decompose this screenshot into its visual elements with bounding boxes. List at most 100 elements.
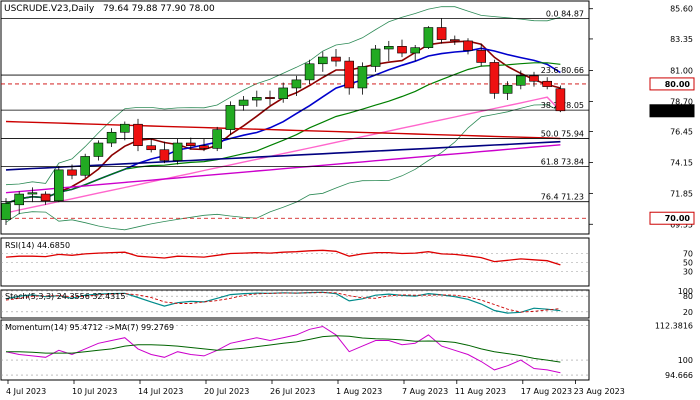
fib-level-label: 23.6 80.66 [541,66,584,75]
price-panel-frame [0,0,590,235]
candle-body [172,142,183,161]
ma-10-line [5,47,561,205]
candle-body [53,169,64,202]
momentum-line [5,325,561,374]
momentum-tick-label: 112.3816 [655,321,693,330]
candle-body [146,145,156,151]
fib-level-label: 0.0 84.87 [546,10,584,19]
rsi-line [5,249,561,266]
price-tick-label: 81.00 [670,66,693,75]
price-tick-label: 78.70 [670,97,693,106]
candle-body [199,145,209,149]
time-tick-label: 11 Aug 2023 [455,387,506,396]
price-tick-label: 85.60 [670,5,693,14]
candle-body [502,84,513,94]
time-tick-label: 14 Jul 2023 [138,387,183,396]
time-tick-label: 26 Jul 2023 [270,387,315,396]
price-axis: 85.60 83.35 81.00 78.70 76.45 74.15 71.85 69.55… [589,5,695,229]
candle-body [357,66,368,89]
stoch-tick-label: 100 [678,287,693,296]
rsi-tick-label: 50 [683,259,693,268]
candle-body [106,131,117,144]
candle-body [436,27,447,40]
stoch-title: Stoch(5,3,3) 24.3556 32.4315 [5,292,125,301]
momentum-tick-label: 100 [678,356,693,365]
price-tick-label: 74.15 [670,158,693,167]
candle-body [278,87,289,99]
candle-body [410,47,421,54]
candle-body [317,56,328,65]
rsi-tick-label: 70 [683,250,693,259]
time-tick-label: 4 Jul 2023 [6,387,46,396]
candle-body [397,46,407,54]
stoch-panel-frame [0,289,590,319]
ma-200-line [5,140,561,171]
candle-body [344,60,355,89]
candle-body [542,80,553,87]
momentum-ma-line [6,335,561,363]
rsi-title: RSI(14) 44.6850 [5,241,70,250]
ma-100-line [5,120,561,140]
stoch-tick-label: 80 [683,292,693,301]
candle-body [489,62,500,94]
fib-level-label: 76.4 71.23 [541,193,584,202]
candle-body [67,169,77,176]
bollinger-upper-line [5,6,561,186]
candle-body [40,193,51,202]
candle-body [383,46,394,50]
candle-body [27,192,38,195]
time-tick-label: 10 Jul 2023 [72,387,117,396]
candle-body [423,27,434,48]
time-tick-label: 1 Aug 2023 [336,387,382,396]
candle-body [331,56,341,62]
candle-body [80,156,90,176]
candle-body [1,203,11,220]
candle-body [159,149,170,161]
momentum-tick-label: 94.666 [665,371,693,380]
price-highlight-label: 70.00 [665,214,691,223]
time-tick-label: 23 Aug 2023 [574,387,625,396]
time-tick-label: 7 Aug 2023 [402,387,448,396]
time-tick-label: 20 Jul 2023 [204,387,249,396]
candle-body [93,142,104,157]
price-tick-label: 71.85 [670,189,693,198]
candle-body [291,79,302,89]
rsi-tick-label: 30 [683,268,693,277]
stoch-k-line [5,291,561,314]
candle-body [252,97,262,101]
stoch-tick-label: 20 [683,308,693,317]
rsi-panel-frame [0,237,590,287]
candle-body [133,123,143,147]
candle-body [449,39,460,42]
candle-body [265,97,275,99]
price-tick-label: 69.55 [670,220,693,229]
ma-55-line [5,96,561,214]
fib-level-label: 61.8 73.84 [541,158,584,167]
price-tick-label: 83.35 [670,35,693,44]
candle-body [370,48,381,67]
candle-body [186,142,196,147]
price-highlight-label: 80.00 [665,80,691,89]
candle-body [515,75,526,86]
indicator-lines [5,6,561,231]
candle-body [463,40,473,51]
price-highlight-box [649,211,695,225]
momentum-title: Momentum(14) 95.4712 ->MA(7) 99.2769 [5,323,174,332]
price-tick-label: 76.45 [670,128,693,137]
candle-body [225,105,236,130]
time-axis: 4 Jul 2023 10 Jul 2023 14 Jul 2023 20 Jul 2… [6,380,625,396]
momentum-panel-frame [0,319,590,381]
ma-150-line [5,144,561,194]
candle-body [14,193,24,206]
candle-body [304,63,315,81]
price-highlight-label: 78.00 [665,107,691,116]
chart-header: USCRUDE.V23,Daily 79.64 79.88 77.90 78.0… [4,4,215,14]
candle-body [238,99,249,106]
ohlc-values: 79.64 79.88 77.90 78.00 [103,4,215,14]
bollinger-lower-line [5,104,561,231]
candle-body [555,88,566,112]
fib-level-label: 50.0 75.94 [541,129,584,138]
